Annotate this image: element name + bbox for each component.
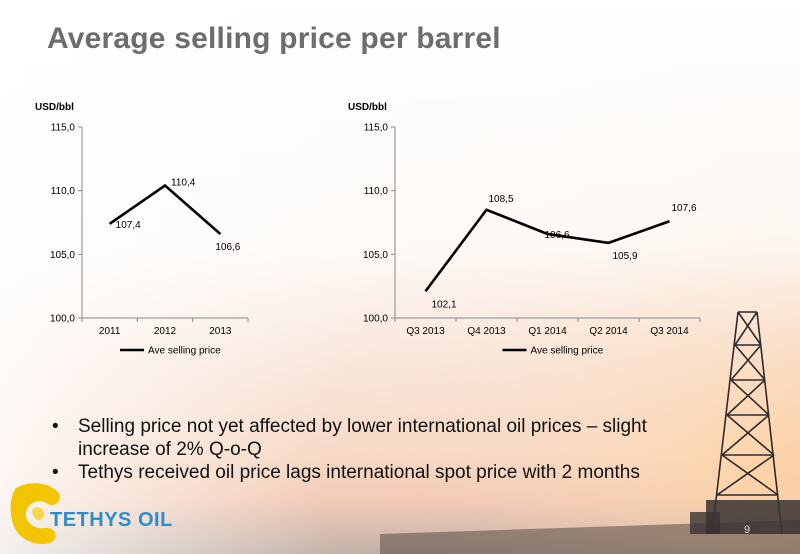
bullet-dot: • [52, 462, 59, 483]
x-tick-label: Q2 2014 [589, 326, 628, 337]
bullet-text: Selling price not yet affected by lower … [78, 416, 647, 460]
tethys-logo-icon [10, 483, 60, 544]
logo-text: TETHYS OIL [50, 509, 173, 531]
x-tick-label: Q3 2013 [406, 326, 445, 337]
data-label: 102,1 [432, 299, 457, 310]
legend-label: Ave selling price [148, 346, 221, 357]
y-tick-label: 100,0 [363, 314, 388, 325]
x-tick-label: 2012 [154, 326, 177, 337]
x-tick-label: Q3 2014 [650, 326, 689, 337]
x-tick-label: 2011 [99, 326, 121, 337]
x-tick-label: 2013 [209, 326, 232, 337]
y-tick-label: 100,0 [50, 314, 75, 325]
data-label: 107,6 [672, 203, 697, 214]
y-tick-label: 110,0 [364, 186, 389, 197]
bullet-list: • Selling price not yet affected by lowe… [52, 415, 712, 484]
bullet-item: • Tethys received oil price lags interna… [52, 461, 712, 484]
y-tick-label: 110,0 [51, 186, 76, 197]
series-line [424, 208, 670, 293]
data-label: 105,9 [613, 251, 638, 262]
bullet-text: Tethys received oil price lags internati… [78, 462, 640, 483]
x-tick-label: Q1 2014 [528, 326, 567, 337]
bullet-dot: • [52, 416, 59, 437]
y-tick-label: 105,0 [363, 250, 388, 261]
data-label: 107,4 [116, 220, 141, 231]
bullet-item: • Selling price not yet affected by lowe… [52, 415, 712, 461]
slide-title: Average selling price per barrel [47, 22, 501, 55]
data-label: 106,6 [545, 230, 570, 241]
x-tick-label: Q4 2013 [467, 326, 506, 337]
data-label: 106,6 [215, 242, 240, 253]
legend-label: Ave selling price [531, 346, 604, 357]
y-axis-label: USD/bbl [35, 102, 74, 113]
page-number: 9 [744, 524, 751, 536]
y-axis-label: USD/bbl [348, 102, 387, 113]
series-line [108, 183, 222, 235]
y-tick-label: 115,0 [364, 123, 389, 134]
y-tick-label: 115,0 [51, 123, 76, 134]
y-tick-label: 105,0 [50, 250, 75, 261]
data-label: 108,5 [489, 194, 514, 205]
data-label: 110,4 [171, 178, 196, 189]
